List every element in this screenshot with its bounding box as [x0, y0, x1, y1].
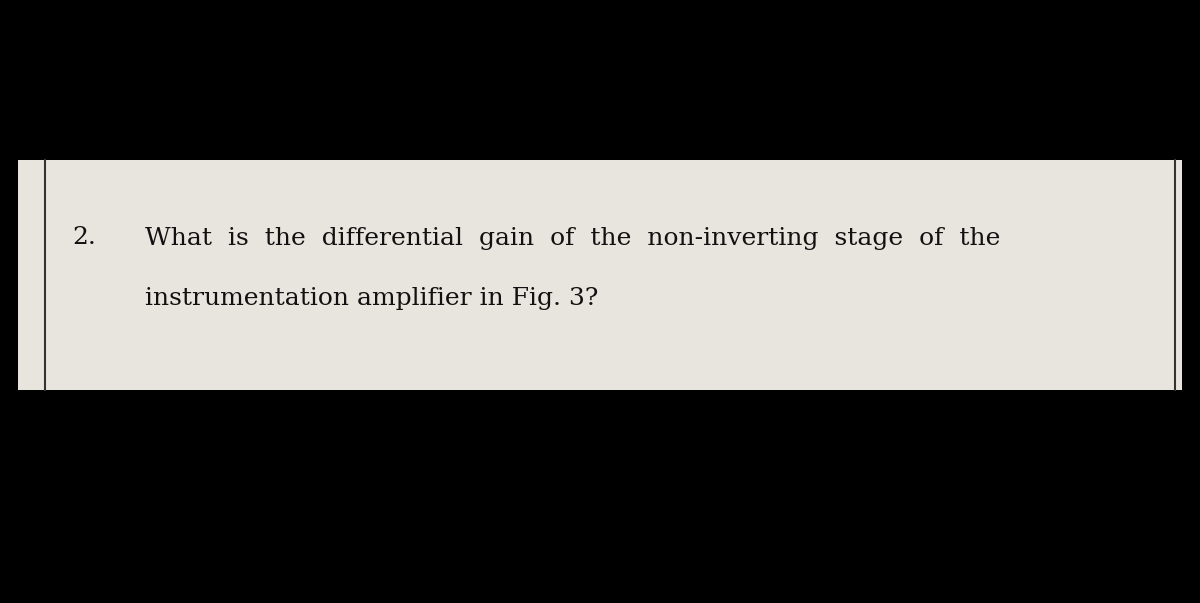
Text: instrumentation amplifier in Fig. 3?: instrumentation amplifier in Fig. 3? [145, 286, 599, 309]
Text: What  is  the  differential  gain  of  the  non-inverting  stage  of  the: What is the differential gain of the non… [145, 227, 1001, 250]
FancyBboxPatch shape [18, 160, 1182, 390]
Text: 2.: 2. [72, 227, 96, 250]
